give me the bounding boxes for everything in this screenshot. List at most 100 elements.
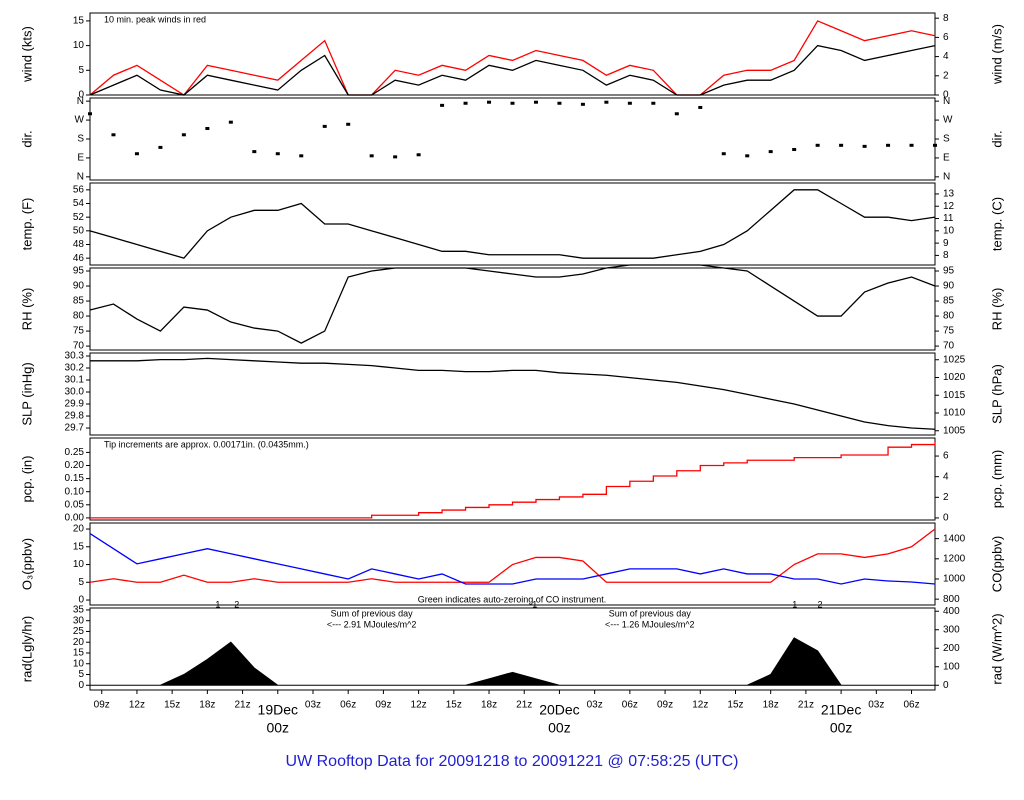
y-tick-label: 95 (73, 266, 85, 277)
y-axis-label: pcp. (in) (19, 456, 34, 503)
y-axis-label: wind (kts) (19, 26, 34, 83)
y-tick-label: 15 (73, 541, 85, 552)
y-tick-label: 10 (73, 559, 85, 570)
y2-tick-label: 9 (943, 238, 949, 249)
dir-point (627, 101, 632, 105)
y-tick-label: 10 (73, 40, 85, 51)
y2-tick-label: N (943, 96, 950, 107)
panel-frame (89, 267, 936, 351)
y2-tick-label: 400 (943, 606, 960, 617)
dir-point (393, 155, 398, 159)
dir-point (111, 133, 116, 137)
x-tick-label: 03z (587, 700, 603, 711)
x-tick-label: 15z (727, 700, 743, 711)
x-tick-label: 12z (411, 700, 427, 711)
dir-point (815, 143, 820, 147)
y-tick-label: 15 (73, 16, 85, 27)
y-tick-label: 35 (73, 605, 85, 616)
y2-axis-label: rad (W/m^2) (989, 613, 1004, 684)
y-tick-label: E (77, 153, 84, 164)
y-tick-label: 29.8 (65, 411, 85, 422)
y2-tick-label: N (943, 171, 950, 182)
x-tick-label: 15z (164, 700, 180, 711)
dir-point (440, 103, 445, 107)
y-tick-label: 0 (78, 90, 84, 101)
dir-point (275, 152, 280, 156)
series-line (89, 20, 936, 96)
dir-point (557, 101, 562, 105)
dir-point (158, 145, 163, 149)
y2-axis-label: dir. (989, 130, 1004, 147)
dir-point (134, 152, 139, 156)
dir-point (205, 126, 210, 130)
dir-point (792, 148, 797, 152)
y-tick-label: 0.25 (65, 447, 85, 458)
dir-point (369, 154, 374, 158)
y-tick-label: 30.3 (65, 351, 85, 362)
y2-tick-label: S (943, 134, 950, 145)
y-tick-label: 29.9 (65, 399, 85, 410)
panel-frame (89, 437, 936, 521)
y-tick-label: 0 (78, 680, 84, 691)
panel-frame (89, 607, 936, 691)
y2-tick-label: 200 (943, 643, 960, 654)
dir-point (228, 120, 233, 124)
y2-axis-label: wind (m/s) (989, 24, 1004, 85)
panel-note: 10 min. peak winds in red (104, 14, 206, 24)
series-line (89, 264, 936, 344)
dir-point (698, 105, 703, 109)
y2-tick-label: 13 (943, 189, 955, 200)
x-tick-label: 09z (657, 700, 673, 711)
y-axis-label: O₃(ppbv) (19, 538, 34, 590)
y2-tick-label: 8 (943, 250, 949, 261)
x-tick-label: 00z (548, 720, 571, 736)
y-tick-label: 5 (78, 577, 84, 588)
y-tick-label: 85 (73, 296, 85, 307)
y2-axis-label: RH (%) (989, 288, 1004, 331)
y-tick-label: 5 (78, 65, 84, 76)
y-tick-label: N (77, 96, 84, 107)
y-tick-label: W (75, 115, 85, 126)
day-marker: 2 (817, 599, 822, 609)
y-tick-label: 0.05 (65, 499, 85, 510)
dir-point (346, 122, 351, 126)
y2-tick-label: 10 (943, 225, 955, 236)
y-tick-label: 0.15 (65, 473, 85, 484)
y-tick-label: 48 (73, 239, 85, 250)
y2-tick-label: 0 (943, 680, 949, 691)
dir-point (745, 154, 750, 158)
x-tick-label: 09z (375, 700, 391, 711)
y2-tick-label: 1400 (943, 533, 966, 544)
dir-point (886, 143, 891, 147)
dir-point (533, 100, 538, 104)
y-tick-label: 30.2 (65, 363, 85, 374)
x-tick-label: 03z (305, 700, 321, 711)
y2-tick-label: 300 (943, 624, 960, 635)
day-marker: 2 (234, 599, 239, 609)
annotation: <--- 2.91 MJoules/m^2 (327, 619, 417, 629)
y2-tick-label: E (943, 153, 950, 164)
day-marker: 1 (215, 599, 220, 609)
y2-tick-label: 70 (943, 341, 955, 352)
y-tick-label: 30.1 (65, 375, 85, 386)
dir-point (463, 101, 468, 105)
y-tick-label: 0 (78, 595, 84, 606)
y2-tick-label: 800 (943, 594, 960, 605)
y2-axis-label: CO(ppbv) (989, 536, 1004, 592)
y2-tick-label: 1200 (943, 553, 966, 564)
y-axis-label: temp. (F) (19, 198, 34, 251)
y-axis-label: SLP (inHg) (19, 362, 34, 425)
dir-point (909, 143, 914, 147)
dir-point (88, 112, 92, 116)
annotation: Sum of previous day (331, 608, 414, 618)
y2-tick-label: 1000 (943, 574, 966, 585)
y2-axis-label: temp. (C) (989, 197, 1004, 251)
date-label: 20Dec (539, 702, 579, 718)
y2-tick-label: 8 (943, 13, 949, 24)
x-tick-label: 18z (763, 700, 779, 711)
x-tick-label: 06z (903, 700, 919, 711)
y-tick-label: 54 (73, 198, 85, 209)
y-tick-label: 56 (73, 184, 85, 195)
panel-note: Green indicates auto-zeroing of CO instr… (418, 594, 607, 604)
y-tick-label: 46 (73, 253, 85, 264)
